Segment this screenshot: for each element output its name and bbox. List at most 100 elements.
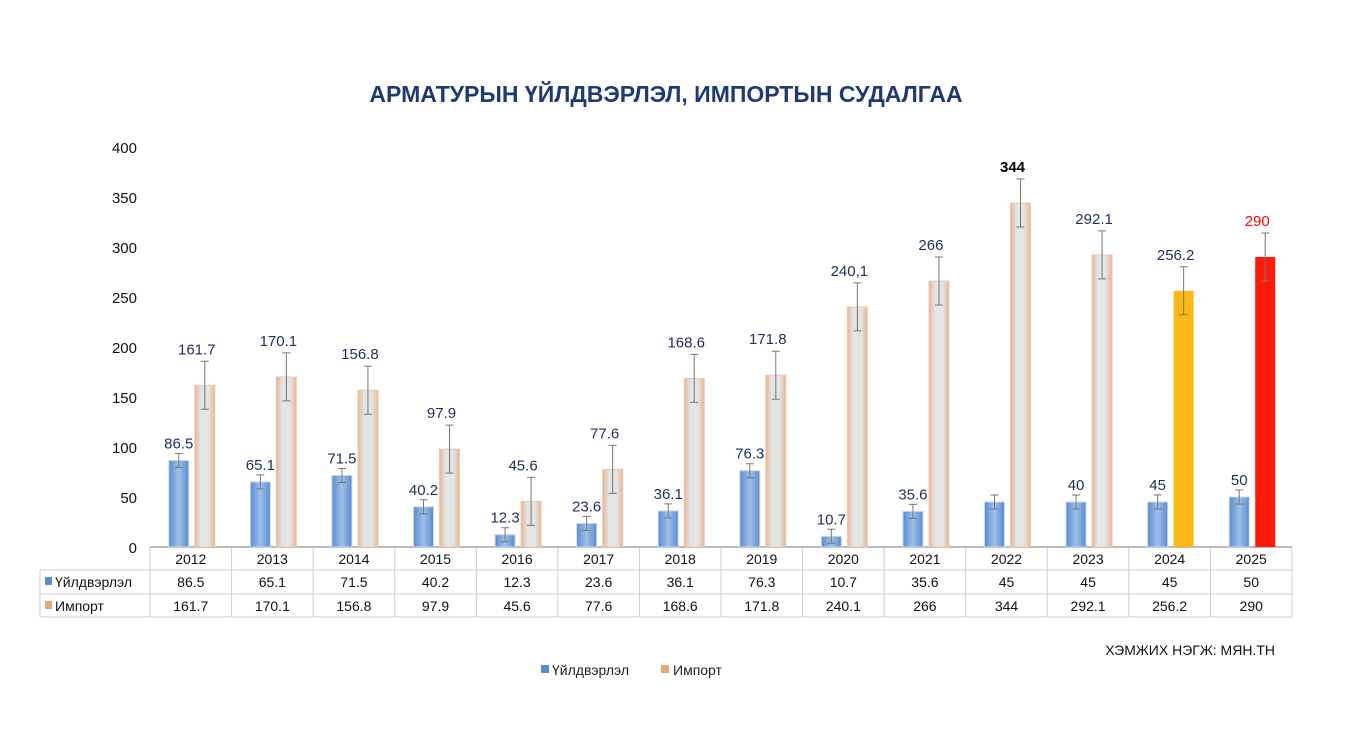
table-cell-production: 10.7 bbox=[830, 574, 857, 590]
table-cell-import: 266 bbox=[913, 598, 937, 614]
table-cell-production: 76.3 bbox=[748, 574, 775, 590]
x-tick-label: 2017 bbox=[583, 551, 614, 567]
x-tick-label: 2019 bbox=[746, 551, 777, 567]
data-label-import-2024: 256.2 bbox=[1157, 247, 1195, 264]
legend-swatch-import bbox=[661, 665, 669, 673]
error-bar-production-2021 bbox=[908, 503, 917, 519]
table-cell-production: 86.5 bbox=[177, 574, 204, 590]
table-cell-production: 50 bbox=[1243, 574, 1259, 590]
y-tick-label: 100 bbox=[112, 440, 137, 457]
data-label-production-2025: 50 bbox=[1231, 472, 1248, 489]
error-bar-import-2020 bbox=[853, 282, 862, 332]
x-tick-label: 2016 bbox=[501, 551, 532, 567]
y-tick-label: 200 bbox=[112, 340, 137, 357]
table-cell-production: 45 bbox=[999, 574, 1015, 590]
error-bar-import-2019 bbox=[771, 350, 780, 400]
error-bar-import-2025 bbox=[1261, 232, 1270, 282]
x-tick-label: 2024 bbox=[1154, 551, 1185, 567]
bar-import-2023 bbox=[1091, 254, 1113, 548]
data-label-production-2015: 40.2 bbox=[409, 482, 438, 499]
error-bar-import-2015 bbox=[445, 424, 454, 474]
y-tick-label: 350 bbox=[112, 190, 137, 207]
error-bar-production-2022 bbox=[990, 494, 999, 510]
legend-label-import: Импорт bbox=[673, 662, 723, 678]
bar-import-2018 bbox=[683, 377, 705, 548]
error-bar-production-2020 bbox=[827, 528, 836, 544]
bar-production-2019 bbox=[739, 470, 761, 548]
y-tick-label: 400 bbox=[112, 140, 137, 157]
data-label-import-2017: 77.6 bbox=[590, 425, 619, 442]
error-bar-production-2015 bbox=[419, 499, 428, 515]
bar-import-2020 bbox=[846, 306, 868, 548]
table-swatch-import bbox=[45, 601, 52, 609]
data-label-import-2012: 161.7 bbox=[178, 341, 216, 358]
error-bar-import-2013 bbox=[282, 352, 291, 402]
table-cell-production: 36.1 bbox=[667, 574, 694, 590]
data-label-production-2012: 86.5 bbox=[164, 436, 193, 453]
legend-swatch-production bbox=[541, 665, 549, 673]
table-cell-import: 292.1 bbox=[1071, 598, 1106, 614]
error-bar-production-2024 bbox=[1153, 494, 1162, 510]
data-label-production-2019: 76.3 bbox=[735, 446, 764, 463]
table-cell-production: 23.6 bbox=[585, 574, 612, 590]
x-tick-label: 2015 bbox=[420, 551, 451, 567]
table-row-label-import: Импорт bbox=[55, 598, 105, 614]
x-tick-label: 2018 bbox=[665, 551, 696, 567]
data-label-production-2021: 35.6 bbox=[898, 486, 927, 503]
y-tick-label: 50 bbox=[120, 490, 137, 507]
bar-import-2025 bbox=[1255, 257, 1276, 547]
x-tick-label: 2014 bbox=[338, 551, 369, 567]
error-bar-production-2025 bbox=[1235, 489, 1244, 505]
error-bar-production-2017 bbox=[582, 515, 591, 531]
x-tick-label: 2012 bbox=[175, 551, 206, 567]
error-bar-production-2016 bbox=[501, 527, 510, 543]
error-bar-import-2023 bbox=[1098, 230, 1107, 280]
data-label-import-2023: 292.1 bbox=[1075, 211, 1113, 228]
bar-production-2012 bbox=[168, 460, 190, 548]
legend: Үйлдвэрлэл Импорт bbox=[541, 662, 723, 678]
error-bar-production-2013 bbox=[256, 474, 265, 490]
data-label-import-2025: 290 bbox=[1245, 213, 1270, 230]
table-cell-import: 240.1 bbox=[826, 598, 861, 614]
x-tick-label: 2022 bbox=[991, 551, 1022, 567]
data-label-import-2015: 97.9 bbox=[427, 405, 456, 422]
x-tick-label: 2020 bbox=[828, 551, 859, 567]
table-cell-import: 156.8 bbox=[336, 598, 371, 614]
bar-import-2021 bbox=[928, 280, 950, 548]
table-cell-import: 77.6 bbox=[585, 598, 612, 614]
error-bar-import-2024 bbox=[1179, 266, 1188, 316]
error-bar-import-2018 bbox=[690, 353, 699, 403]
error-bar-import-2017 bbox=[608, 444, 617, 494]
data-label-production-2013: 65.1 bbox=[246, 457, 275, 474]
bar-import-2013 bbox=[275, 376, 297, 548]
data-label-import-2018: 168.6 bbox=[667, 334, 705, 351]
error-bar-production-2012 bbox=[174, 453, 183, 468]
data-label-import-2020: 240,1 bbox=[831, 263, 869, 280]
data-label-production-2017: 23.6 bbox=[572, 498, 601, 515]
table-row-label-production: Үйлдвэрлэл bbox=[55, 574, 132, 590]
data-label-import-2019: 171.8 bbox=[749, 331, 787, 348]
table-cell-import: 256.2 bbox=[1152, 598, 1187, 614]
table-cell-import: 170.1 bbox=[255, 598, 290, 614]
error-bar-production-2014 bbox=[337, 468, 346, 483]
bar-import-2022 bbox=[1010, 202, 1031, 548]
data-label-production-2014: 71.5 bbox=[327, 451, 356, 468]
table-cell-production: 65.1 bbox=[259, 574, 286, 590]
legend-label-production: Үйлдвэрлэл bbox=[552, 662, 629, 678]
x-tick-label: 2023 bbox=[1072, 551, 1103, 567]
data-label-import-2016: 45.6 bbox=[508, 457, 537, 474]
table-cell-import: 168.6 bbox=[663, 598, 698, 614]
y-tick-label: 150 bbox=[112, 390, 137, 407]
data-label-import-2013: 170.1 bbox=[260, 333, 298, 350]
table-cell-import: 161.7 bbox=[173, 598, 208, 614]
data-label-production-2023: 40 bbox=[1068, 477, 1085, 494]
table-cell-production: 40.2 bbox=[422, 574, 449, 590]
data-label-production-2020: 10.7 bbox=[817, 511, 846, 528]
data-label-import-2014: 156.8 bbox=[341, 346, 379, 363]
error-bar-import-2016 bbox=[527, 476, 536, 526]
table-cell-production: 71.5 bbox=[340, 574, 367, 590]
data-label-import-2021: 266 bbox=[918, 237, 943, 254]
table-cell-import: 344 bbox=[995, 598, 1019, 614]
